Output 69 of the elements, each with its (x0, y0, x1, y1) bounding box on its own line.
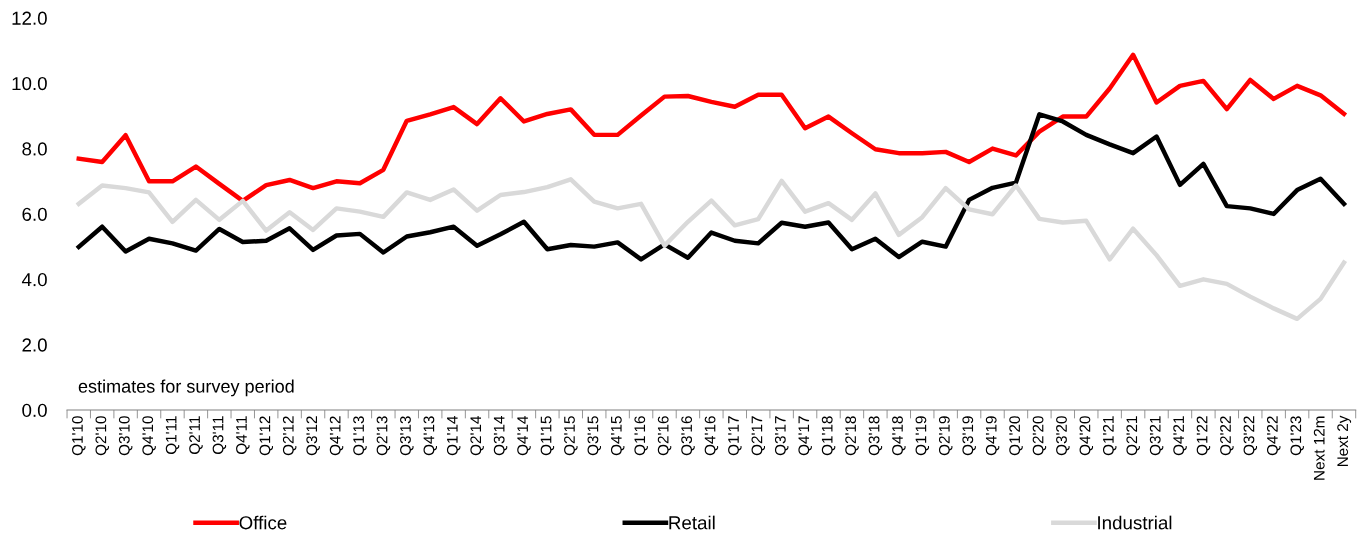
y-tick-label: 8.0 (22, 142, 47, 156)
y-tick-label: 6.0 (22, 207, 47, 221)
x-tick-label: Q2'20 (1032, 416, 1047, 456)
x-tick-label: Q2'14 (470, 416, 484, 456)
x-tick-label: Q3'16 (681, 416, 695, 456)
x-tick-label: Q3'10 (118, 416, 133, 456)
x-tick-label: Q4'21 (1173, 416, 1187, 456)
x-tick-label: Q1'17 (728, 416, 742, 456)
x-tick-label: Q2'16 (657, 416, 672, 456)
y-tick-label: 10.0 (12, 76, 47, 91)
x-tick-label: Q2'15 (564, 416, 578, 456)
x-tick-label: Q2'11 (189, 416, 203, 455)
x-tick-label: Q1'10 (72, 416, 86, 456)
annotation: estimates for survey period (78, 379, 294, 397)
line-series (76, 52, 1347, 204)
x-tick-label: Q3'18 (868, 416, 883, 456)
x-tick-label: Q4'11 (236, 416, 250, 455)
x-tick-label: Q3'19 (962, 416, 976, 456)
x-tick-label: Q4'10 (142, 416, 156, 456)
y-tick-label: 4.0 (21, 273, 47, 287)
x-tick-label: Q1'13 (353, 416, 367, 456)
x-tick-label: Q3'17 (774, 416, 789, 456)
x-tick-label: Q4'20 (1079, 416, 1094, 456)
x-tick-label: Q4'16 (704, 416, 719, 456)
legend-label: Retail (669, 515, 715, 530)
x-tick-label: Q1'18 (821, 416, 836, 456)
x-tick-label: Q1'23 (1290, 416, 1304, 456)
x-tick-label: Q4'12 (329, 416, 344, 456)
x-tick-label: Q3'11 (212, 416, 227, 455)
x-tick-label: Q1'22 (1196, 416, 1211, 456)
x-tick-label: Next 12m (1313, 416, 1325, 480)
x-tick-label: Q3'15 (587, 416, 602, 456)
x-tick-label: Q1'12 (259, 416, 274, 456)
y-tick-label: 12.0 (12, 11, 47, 25)
line-series (76, 177, 1347, 322)
x-tick-label: Q3'13 (400, 416, 414, 456)
x-tick-label: Q1'14 (446, 416, 461, 456)
x-tick-label: Q4'15 (610, 416, 625, 456)
x-tick-label: Q2'17 (751, 416, 766, 456)
x-tick-label: Q1'11 (165, 416, 180, 455)
x-tick-label: Q4'14 (517, 416, 531, 456)
x-tick-label: Q4'22 (1266, 416, 1281, 456)
x-tick-label: Q3'14 (493, 416, 508, 456)
x-tick-label: Q2'22 (1220, 416, 1234, 456)
x-tick-label: Q3'20 (1056, 416, 1070, 456)
x-tick-label: Q1'19 (915, 416, 930, 456)
x-tick-label: Q1'21 (1102, 416, 1117, 456)
x-tick-label: Q3'12 (306, 416, 320, 456)
x-tick-label: Q2'19 (938, 416, 953, 456)
legend-label: Industrial (1098, 515, 1172, 530)
x-tick-label: Q2'13 (376, 416, 391, 456)
legend-label: Office (239, 515, 287, 530)
x-tick-label: Q1'20 (1009, 416, 1023, 456)
line-series (76, 112, 1347, 262)
x-tick-label: Q4'19 (985, 416, 1000, 456)
x-tick-label: Q2'10 (95, 416, 110, 456)
x-tick-label: Q4'18 (892, 416, 906, 456)
x-tick-label: Q4'17 (798, 416, 812, 456)
x-tick-label: Q3'21 (1149, 416, 1164, 456)
x-tick-label: Q1'16 (634, 416, 648, 456)
x-tick-label: Q2'18 (845, 416, 859, 456)
x-tick-label: Q2'12 (282, 416, 297, 456)
y-tick-label: 2.0 (22, 338, 47, 352)
x-tick-label: Q1'15 (540, 416, 555, 456)
x-tick-label: Q2'21 (1126, 416, 1140, 456)
x-tick-label: Q3'22 (1243, 416, 1258, 456)
y-tick-label: 0.0 (22, 403, 47, 417)
x-tick-label: Next 2y (1337, 415, 1352, 467)
x-tick-label: Q4'13 (423, 416, 438, 456)
